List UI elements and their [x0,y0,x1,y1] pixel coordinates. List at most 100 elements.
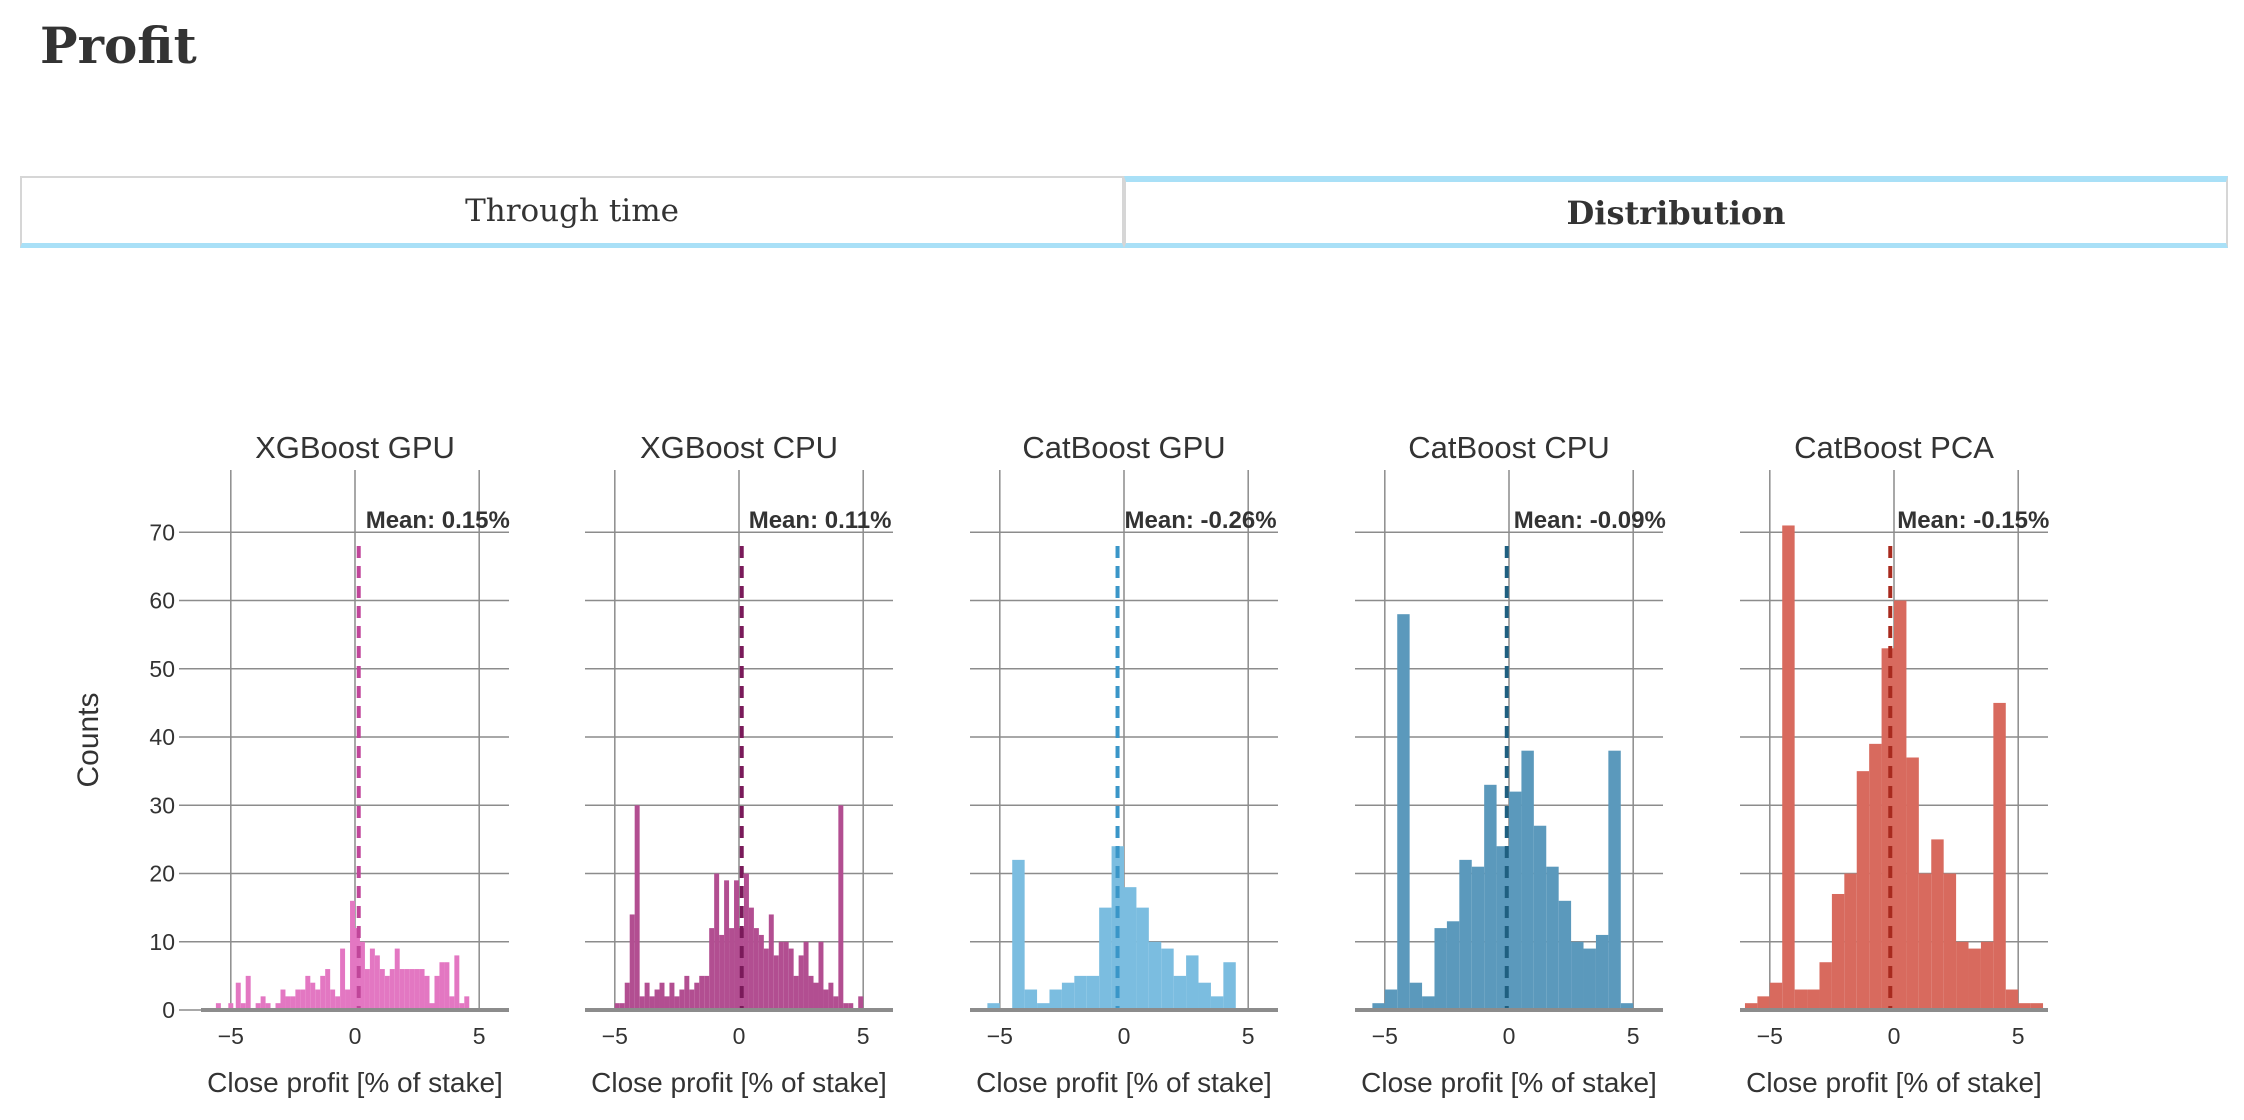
histogram-bar [434,975,440,1010]
histogram-bar [1434,928,1447,1010]
histogram-bar [654,989,660,1010]
histogram-bar [330,989,336,1010]
histogram-bar [1918,873,1932,1010]
panel-title: CatBoost CPU [1408,430,1610,465]
histogram-bar [1595,934,1609,1010]
histogram-bar [1161,948,1174,1010]
histogram-bar [1198,982,1211,1010]
x-tick-label: −5 [1757,1023,1783,1049]
histogram-bar [280,989,286,1010]
histogram-bar [734,880,739,1010]
histogram-bar [345,989,351,1010]
histogram-bar [1124,887,1137,1010]
histogram-bar [1620,1003,1634,1010]
histogram-bar [699,975,705,1010]
panel-title: CatBoost PCA [1794,430,1994,465]
histogram-bar [773,955,779,1010]
histogram-bar [1571,941,1584,1010]
histogram-bar [818,941,824,1010]
histogram-bar [305,975,311,1010]
histogram-bar [1074,975,1087,1010]
tab-bar: Through time Distribution [20,176,2228,248]
histogram-bar [404,969,410,1010]
histogram-bar [260,996,266,1010]
histogram-bar [444,962,450,1010]
histogram-bar [987,1003,1000,1010]
histogram-bar [419,969,425,1010]
histogram-bar [389,969,395,1010]
histogram-bar [320,975,326,1010]
histogram-bar [409,969,415,1010]
histogram-bar [768,914,774,1010]
histogram-bar [843,1003,849,1010]
histogram-bar [719,934,725,1010]
x-tick-label: 5 [2012,1023,2025,1049]
histogram-chart: Counts Mean: 0.15% −5 0 5 XGBoost GPU Close pr… [0,400,2244,1116]
histogram-bar [634,805,640,1010]
histogram-bar [1782,525,1795,1010]
histogram-bar [454,955,460,1010]
histogram-bar [228,1003,234,1010]
x-tick-label: −5 [987,1023,1013,1049]
histogram-bar [1956,941,1969,1010]
y-tick-label: 70 [149,519,175,545]
histogram-bar [1844,873,1857,1010]
histogram-bar [813,982,819,1010]
histogram-bar [1794,989,1808,1010]
histogram-bar [729,928,735,1010]
histogram-bar [1906,757,1919,1010]
histogram-bar [2005,989,2019,1010]
histogram-bar [664,996,670,1010]
tab-through-time[interactable]: Through time [20,176,1124,248]
histogram-bar [374,955,380,1010]
y-tick-label: 10 [149,929,175,955]
histogram-bar [1856,771,1870,1010]
histogram-bar [674,996,680,1010]
mean-label: Mean: 0.11% [749,507,892,534]
histogram-bar [639,996,645,1010]
panel-title: CatBoost GPU [1022,430,1225,465]
histogram-bar [1422,996,1435,1010]
histogram-bar [295,989,301,1010]
histogram-bar [1881,648,1894,1010]
histogram-bar [439,962,445,1010]
histogram-bar [245,975,251,1010]
y-tick-label: 40 [149,724,175,750]
histogram-bar [429,1003,435,1010]
y-tick-label: 20 [149,861,175,887]
histogram-bar [788,948,794,1010]
histogram-bar [644,982,650,1010]
histogram-bar [758,934,764,1010]
histogram-bar [1894,600,1907,1010]
x-tick-label: 5 [857,1023,870,1049]
histogram-bar [1372,1003,1385,1010]
tab-distribution[interactable]: Distribution [1124,176,2228,248]
histogram-bar [1744,1003,1758,1010]
histogram-bar [1136,907,1149,1010]
histogram-bar [1968,948,1981,1010]
histogram-bar [2018,1003,2031,1010]
histogram-bar [369,948,375,1010]
x-axis-label: Close profit [% of stake] [976,1067,1272,1098]
histogram-bar [1819,962,1832,1010]
histogram-bar [1484,784,1497,1010]
histogram-bar [359,941,365,1010]
histogram-bar [424,975,430,1010]
histogram-bar [624,982,630,1010]
x-tick-label: −5 [1372,1023,1398,1049]
histogram-bar [449,996,455,1010]
histogram-bar [1583,948,1596,1010]
histogram-bar [1397,614,1410,1010]
histogram-bar [1049,989,1062,1010]
mean-label: Mean: -0.15% [1897,507,2049,534]
histogram-bar [285,996,291,1010]
histogram-bar [315,989,321,1010]
x-tick-label: 0 [349,1023,362,1049]
mean-label: Mean: -0.09% [1514,507,1666,534]
histogram-bar [689,989,695,1010]
x-tick-label: 5 [1627,1023,1640,1049]
x-tick-label: 0 [1503,1023,1516,1049]
x-axis-label: Close profit [% of stake] [1361,1067,1657,1098]
histogram-bar [310,982,316,1010]
histogram-bar [803,941,809,1010]
